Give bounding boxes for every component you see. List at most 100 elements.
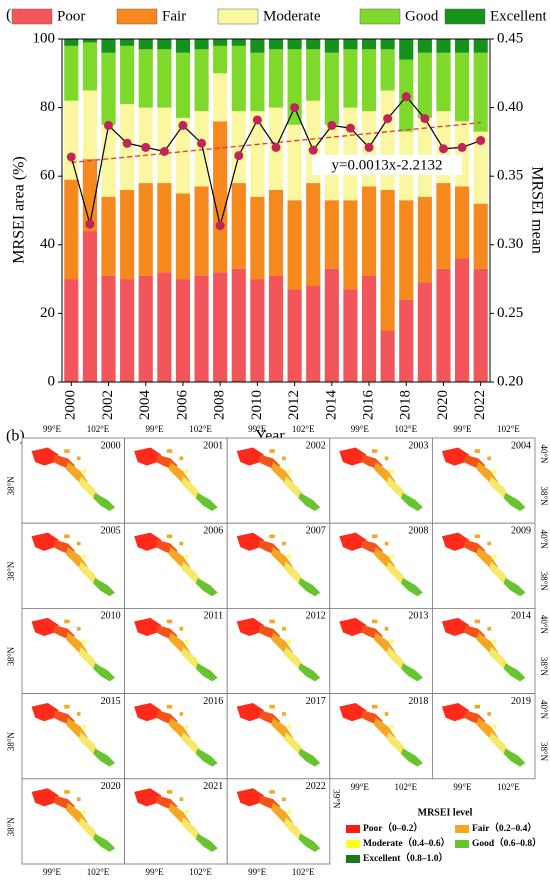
map-year: 2004: [511, 440, 531, 451]
bar-segment: [455, 52, 470, 122]
bar-segment: [361, 275, 377, 382]
legend-swatch: [116, 8, 158, 25]
map-year: 2010: [101, 611, 121, 622]
bar-segment: [101, 52, 116, 125]
bar-segment: [417, 39, 432, 53]
bar-segment: [120, 189, 135, 280]
bar-segment: [268, 189, 284, 276]
lon-label: 99°E: [146, 867, 165, 877]
bar-segment: [399, 200, 414, 300]
bar-segment: [473, 131, 488, 204]
plot-frame: [61, 38, 491, 383]
bar-segment: [324, 268, 339, 382]
lon-label: 99°E: [453, 424, 472, 434]
mean-marker: [290, 103, 300, 113]
bar-segment: [64, 39, 79, 46]
bar-segment: [157, 39, 172, 50]
bar-segment: [101, 39, 116, 53]
map-year: 2000: [101, 440, 121, 451]
bar-segment: [287, 124, 302, 201]
legend-swatch: [455, 840, 469, 848]
bar-segment: [306, 183, 321, 286]
bar-segment: [361, 49, 377, 112]
y-tick-label: 100: [33, 30, 56, 46]
mean-marker: [457, 142, 467, 152]
map-year: 2014: [511, 611, 531, 622]
mean-marker: [364, 142, 374, 152]
legend-label: Good（0.6–0.8）: [472, 837, 542, 849]
lon-label: 99°E: [146, 424, 165, 434]
map-year: 2016: [203, 696, 223, 707]
bar-segment: [194, 49, 209, 112]
bar-segment: [287, 39, 302, 50]
lat-label: 39°N: [332, 789, 342, 809]
lat-label: 38°N: [6, 476, 16, 496]
lon-label: 102°E: [394, 782, 417, 792]
bar-segment: [306, 285, 321, 382]
mean-marker: [215, 221, 225, 231]
bar-segment: [231, 45, 246, 112]
y2-tick-label: 0.35: [497, 168, 523, 184]
mean-marker: [252, 115, 262, 125]
map-year: 2006: [203, 525, 223, 536]
bar-segment: [213, 73, 228, 122]
bar-segment: [455, 121, 470, 187]
y-axis-title: MRSEI area (%): [11, 156, 28, 264]
map-year: 2022: [306, 781, 326, 792]
lon-label: 102°E: [497, 424, 520, 434]
mean-marker: [327, 120, 337, 130]
x-tick-label: 2016: [360, 390, 376, 421]
mean-marker: [383, 114, 393, 124]
bar-segment: [380, 39, 395, 50]
map-year: 2009: [511, 525, 531, 536]
bar-segment: [343, 289, 358, 382]
legend-swatch: [217, 8, 259, 25]
lon-label: 102°E: [87, 424, 110, 434]
mean-marker: [85, 219, 95, 229]
mean-marker: [122, 138, 132, 148]
bar-segment: [436, 183, 451, 269]
bar-segment: [268, 39, 284, 50]
y-tick-label: 0: [48, 373, 56, 389]
y2-tick-label: 0.40: [497, 99, 523, 115]
bar-segment: [213, 272, 228, 382]
map-year: 2011: [204, 611, 224, 622]
bar-segment: [175, 193, 191, 280]
legend-label: Poor（0–0.2）: [363, 822, 423, 834]
bar-segment: [455, 186, 470, 259]
map-year: 2001: [203, 440, 223, 451]
y2-tick-label: 0.45: [497, 30, 523, 46]
lon-label: 102°E: [292, 424, 315, 434]
lon-label: 99°E: [453, 782, 472, 792]
lon-label: 102°E: [394, 424, 417, 434]
mean-marker: [476, 136, 486, 146]
legend-swatch: [346, 855, 360, 863]
map-year: 2008: [408, 525, 428, 536]
mean-marker: [141, 142, 151, 152]
lat-label: 38°N: [6, 646, 16, 666]
bar-segment: [306, 39, 321, 50]
legend-label: Fair（0.2–0.4）: [472, 822, 537, 834]
bar-segment: [82, 42, 97, 91]
y-tick-label: 80: [40, 99, 55, 115]
bar-segment: [157, 49, 172, 108]
bar-segment: [343, 39, 358, 50]
bar-segment: [287, 289, 302, 382]
y2-axis-title: MRSEI mean: [528, 166, 545, 254]
bar-segment: [231, 111, 246, 184]
bar-segment: [82, 90, 97, 160]
lon-label: 99°E: [43, 424, 62, 434]
bar-segment: [250, 196, 265, 280]
lon-label: 99°E: [43, 867, 62, 877]
bar-segment: [268, 275, 284, 382]
x-tick-label: 2004: [137, 390, 153, 421]
bar-segment: [250, 39, 265, 53]
map-year: 2015: [101, 696, 121, 707]
bar-segment: [455, 39, 470, 53]
map-year: 2020: [101, 781, 121, 792]
bar-segment: [157, 107, 172, 184]
bar-segment: [361, 39, 377, 50]
mean-marker: [401, 92, 411, 102]
bar-segment: [120, 279, 135, 382]
